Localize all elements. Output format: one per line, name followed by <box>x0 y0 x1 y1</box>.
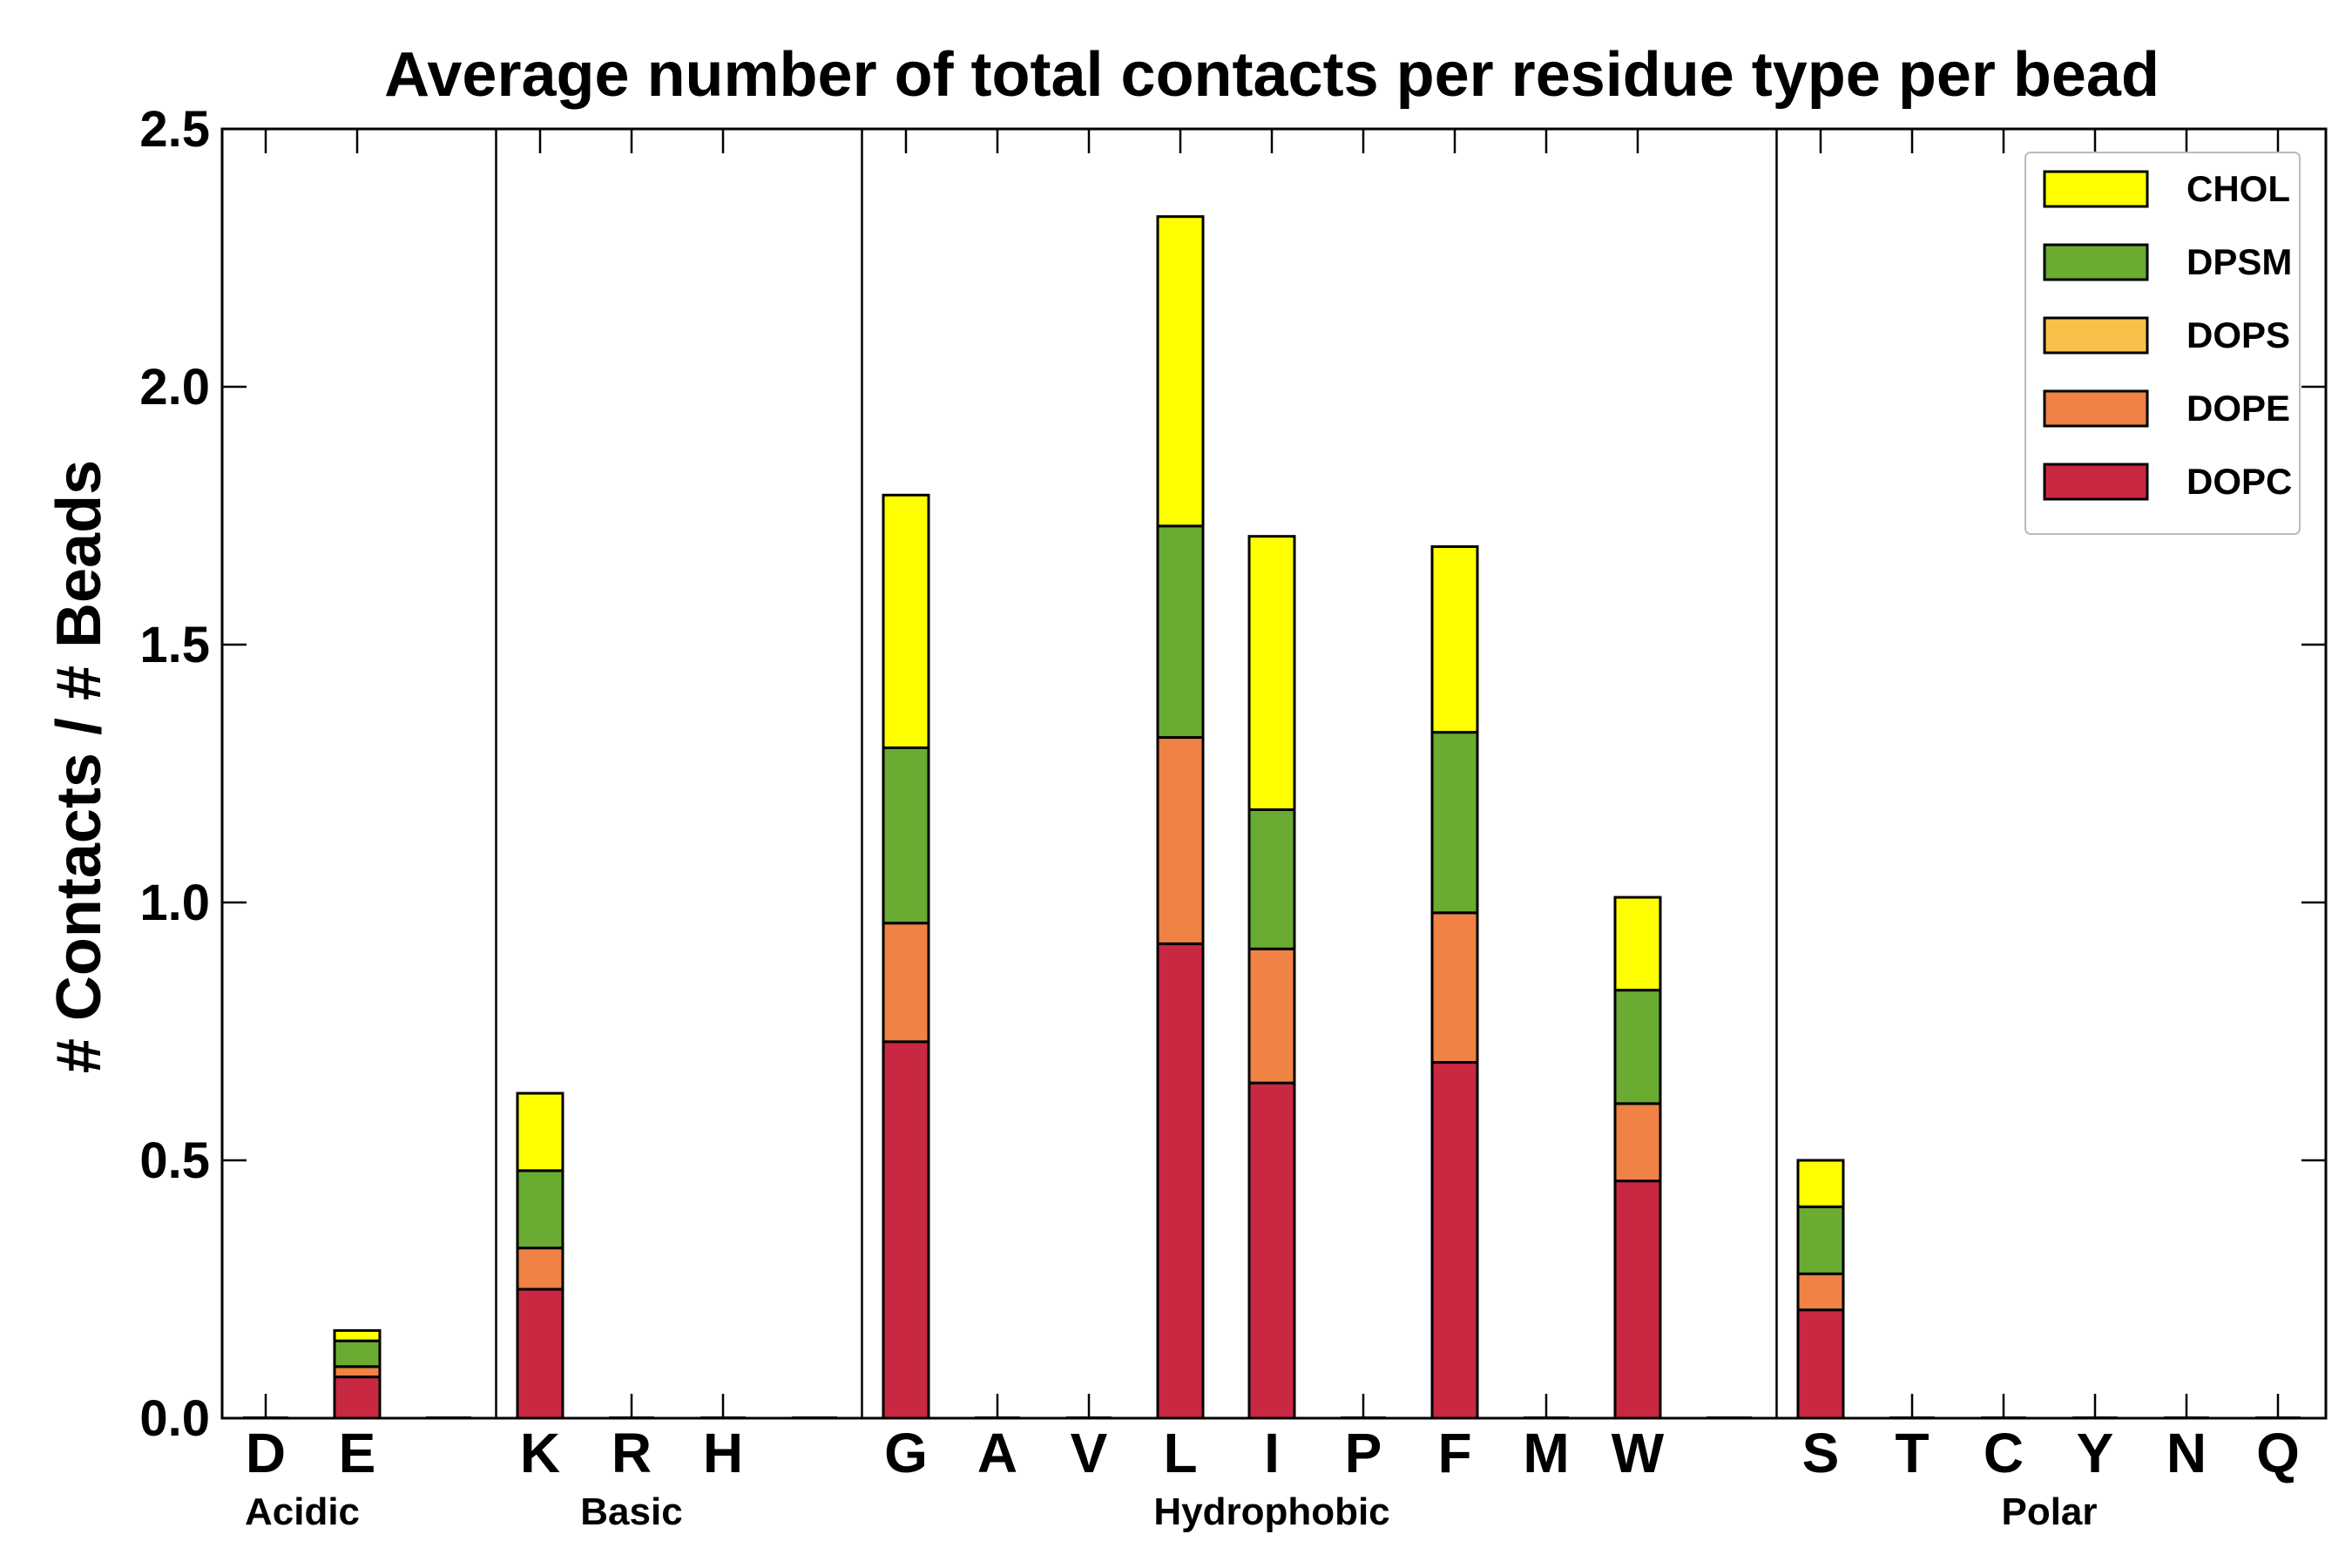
legend-swatch-dope <box>2043 389 2149 428</box>
bar-segment-dope <box>1156 736 1205 945</box>
bar-segment-dpsm <box>1796 1205 1845 1275</box>
bar-segment-dope <box>1796 1272 1845 1312</box>
x-tick-label: M <box>1523 1422 1569 1484</box>
bar-segment-dopc <box>1430 1061 1479 1420</box>
x-tick-label: N <box>2166 1422 2207 1484</box>
legend-label-dopc: DOPC <box>2186 461 2292 502</box>
x-tick-label: Q <box>2256 1422 2300 1484</box>
bar-segment-chol <box>516 1092 564 1173</box>
bar-segment-chol <box>1156 215 1205 528</box>
y-tick-label: 0.0 <box>139 1390 210 1447</box>
bar-segment-dopc <box>1156 942 1205 1420</box>
y-axis-label: # Contacts / # Beads <box>44 460 114 1073</box>
x-tick-label: G <box>884 1422 928 1484</box>
legend-swatch-dops <box>2043 316 2149 355</box>
x-tick-label: Y <box>2077 1422 2114 1484</box>
bar-segment-dope <box>333 1365 382 1379</box>
bar-segment-dopc <box>1796 1308 1845 1420</box>
legend-label-dops: DOPS <box>2186 314 2290 355</box>
bar-segment-chol <box>882 493 930 749</box>
y-tick-label: 1.5 <box>139 617 210 673</box>
y-tick-label: 2.5 <box>139 101 210 158</box>
x-tick-label: D <box>246 1422 286 1484</box>
plot-area: 0.0 0.5 1.0 1.5 2.0 2.5 D E K R H G A V L I P F M W S T C Y N Q Ac… <box>139 101 2328 1533</box>
bar-segment-dpsm <box>1613 989 1662 1105</box>
x-tick-label: V <box>1071 1422 1108 1484</box>
x-tick-label: F <box>1437 1422 1471 1484</box>
x-tick-label: L <box>1163 1422 1197 1484</box>
x-tick-label: K <box>520 1422 560 1484</box>
bar-segment-chol <box>1247 535 1296 811</box>
legend-label-dope: DOPE <box>2186 388 2290 429</box>
x-tick-label: A <box>977 1422 1017 1484</box>
group-label: Hydrophobic <box>1153 1490 1389 1533</box>
group-label: Acidic <box>245 1490 360 1533</box>
bar-segment-dpsm <box>882 746 930 925</box>
bar-segment-dopc <box>516 1288 564 1420</box>
x-tick-label: C <box>1984 1422 2024 1484</box>
legend-swatch-dopc <box>2043 463 2149 501</box>
group-label: Basic <box>580 1490 682 1533</box>
bar-segment-dpsm <box>333 1339 382 1369</box>
legend: CHOL DPSM DOPS DOPE DOPC <box>2024 152 2301 535</box>
bar-segment-dope <box>1613 1102 1662 1183</box>
y-tick-label: 1.0 <box>139 875 210 931</box>
bar-segment-dope <box>1430 911 1479 1064</box>
bar-segment-dpsm <box>1430 731 1479 915</box>
bar-segment-dope <box>882 922 930 1044</box>
bar-segment-dopc <box>1247 1081 1296 1420</box>
x-tick-label: I <box>1264 1422 1280 1484</box>
bar-segment-chol <box>1430 545 1479 734</box>
y-tick-label: 0.5 <box>139 1132 210 1189</box>
x-tick-label: P <box>1345 1422 1382 1484</box>
bar-segment-dpsm <box>1156 524 1205 740</box>
x-tick-label: T <box>1895 1422 1929 1484</box>
legend-label-dpsm: DPSM <box>2186 241 2292 282</box>
bar-segment-dopc <box>882 1040 930 1420</box>
bar-segment-chol <box>1796 1159 1845 1208</box>
bar-segment-dpsm <box>516 1169 564 1250</box>
legend-label-chol: CHOL <box>2186 168 2290 209</box>
x-tick-label: E <box>339 1422 376 1484</box>
x-tick-label: S <box>1802 1422 1840 1484</box>
bar-segment-dope <box>516 1247 564 1291</box>
bar-segment-chol <box>333 1328 382 1342</box>
y-tick-label: 2.0 <box>139 359 210 416</box>
bar-segment-dopc <box>333 1375 382 1420</box>
x-tick-label: W <box>1612 1422 1665 1484</box>
x-tick-label: R <box>612 1422 652 1484</box>
group-label: Polar <box>2001 1490 2097 1533</box>
x-tick-label: H <box>703 1422 743 1484</box>
chart-title: Average number of total contacts per res… <box>384 40 2159 110</box>
bar-segment-dopc <box>1613 1179 1662 1420</box>
bar-segment-chol <box>1613 896 1662 992</box>
bar-segment-dope <box>1247 947 1296 1085</box>
bar-segment-dpsm <box>1247 808 1296 950</box>
legend-swatch-chol <box>2043 170 2149 208</box>
legend-swatch-dpsm <box>2043 243 2149 281</box>
